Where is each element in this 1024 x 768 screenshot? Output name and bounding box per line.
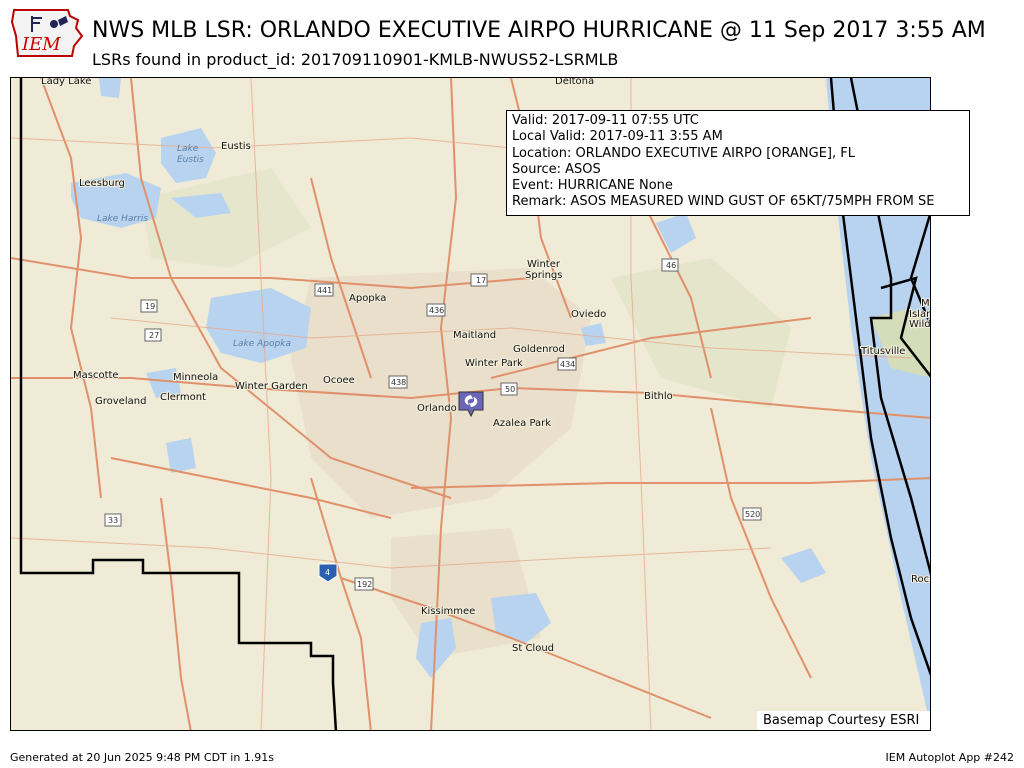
logo-text: IEM <box>21 34 61 55</box>
route-17: 17 <box>476 276 486 285</box>
city-winter-springs-2: Springs <box>525 270 562 281</box>
route-46: 46 <box>666 261 676 270</box>
city-winter-garden: Winter Garden <box>235 381 308 392</box>
popup-source: Source: ASOS <box>512 161 601 177</box>
coastal-water <box>826 78 930 724</box>
label-me: Me <box>921 298 931 309</box>
route-4: 4 <box>325 568 330 577</box>
svg-text:Eustis: Eustis <box>177 155 204 165</box>
city-orlando: Orlando <box>417 403 457 414</box>
footer-app-id: IEM Autoplot App #242 <box>885 751 1015 764</box>
city-ocoee: Ocoee <box>323 375 355 386</box>
lake-eustis-label: Lake <box>177 144 199 154</box>
city-kissimmee: Kissimmee <box>421 606 475 617</box>
city-winter-park: Winter Park <box>465 358 523 369</box>
city-winter-springs-1: Winter <box>527 259 561 270</box>
lakes <box>71 78 826 678</box>
city-apopka: Apopka <box>349 293 386 304</box>
city-bithlo: Bithlo <box>644 391 673 402</box>
city-maitland: Maitland <box>453 330 496 341</box>
route-520: 520 <box>745 510 760 519</box>
city-clermont: Clermont <box>160 392 206 403</box>
page-title: NWS MLB LSR: ORLANDO EXECUTIVE AIRPO HUR… <box>92 18 986 43</box>
label-islan: Islan <box>909 309 931 320</box>
route-436: 436 <box>429 306 444 315</box>
iem-logo: IEM <box>8 6 84 64</box>
city-oviedo: Oviedo <box>571 309 606 320</box>
lake-apopka-label: Lake Apopka <box>233 339 291 349</box>
footer-generated: Generated at 20 Jun 2025 9:48 PM CDT in … <box>10 751 275 764</box>
hurricane-icon[interactable] <box>458 391 484 418</box>
popup-location: Location: ORLANDO EXECUTIVE AIRPO [ORANG… <box>512 145 855 161</box>
route-33: 33 <box>108 516 118 525</box>
city-titusville: Titusville <box>860 346 905 357</box>
popup-local-valid: Local Valid: 2017-09-11 3:55 AM <box>512 129 723 145</box>
city-mascotte: Mascotte <box>73 370 119 381</box>
city-azalea-park: Azalea Park <box>493 418 551 429</box>
basemap-credit: Basemap Courtesy ESRI <box>757 711 930 730</box>
city-groveland: Groveland <box>95 396 146 407</box>
popup-remark: Remark: ASOS MEASURED WIND GUST OF 65KT/… <box>512 194 935 210</box>
page-subtitle: LSRs found in product_id: 201709110901-K… <box>92 50 619 69</box>
basemap: 441 17 436 19 27 46 434 438 50 520 33 4 … <box>11 78 931 730</box>
route-27: 27 <box>149 331 159 340</box>
popup-event: Event: HURRICANE None <box>512 178 673 194</box>
label-wild: Wild <box>909 319 931 330</box>
lake-harris-label: Lake Harris <box>97 214 148 224</box>
route-438: 438 <box>391 378 406 387</box>
route-19: 19 <box>145 302 155 311</box>
route-shields: 441 17 436 19 27 46 434 438 50 520 33 4 … <box>104 258 762 591</box>
city-lady-lake: Lady Lake <box>41 78 91 87</box>
route-441: 441 <box>317 286 332 295</box>
popup-valid: Valid: 2017-09-11 07:55 UTC <box>512 113 699 128</box>
route-434: 434 <box>560 360 575 369</box>
lsr-info-popup: Valid: 2017-09-11 07:55 UTC Local Valid:… <box>506 110 970 216</box>
city-minneola: Minneola <box>173 372 218 383</box>
city-eustis: Eustis <box>221 141 251 152</box>
route-50: 50 <box>505 385 515 394</box>
city-goldenrod: Goldenrod <box>513 344 565 355</box>
route-192: 192 <box>357 580 372 589</box>
city-leesburg: Leesburg <box>79 178 125 189</box>
city-st-cloud: St Cloud <box>512 643 554 654</box>
city-roc: Roc <box>911 574 929 585</box>
city-deltona: Deltona <box>555 78 594 87</box>
city-labels: Lady Lake Deltona Eustis Leesburg Winter… <box>40 78 931 655</box>
